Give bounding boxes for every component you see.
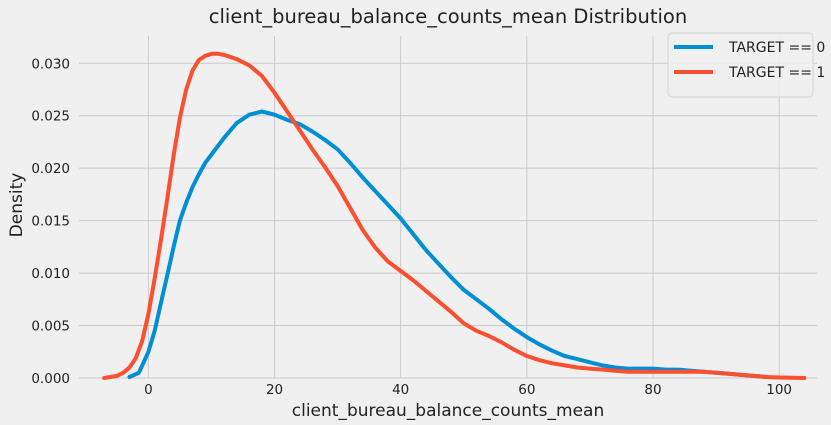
y-tick-label: 0.030 bbox=[31, 56, 70, 72]
y-tick-label: 0.015 bbox=[31, 214, 70, 230]
legend-label-0: TARGET == 0 bbox=[728, 40, 825, 56]
series-line-1 bbox=[102, 51, 807, 380]
legend: TARGET == 0 TARGET == 1 bbox=[667, 32, 825, 98]
x-tick-label: 20 bbox=[266, 382, 283, 398]
y-axis-label: Density bbox=[7, 173, 27, 238]
x-tick-label: 80 bbox=[644, 382, 661, 398]
x-tick-label: 100 bbox=[766, 382, 792, 398]
y-tick-label: 0.000 bbox=[31, 371, 70, 387]
x-axis-ticks: 0 20 40 60 80 100 bbox=[144, 382, 792, 398]
series-layer bbox=[102, 51, 807, 380]
y-tick-label: 0.025 bbox=[31, 109, 70, 125]
x-tick-label: 40 bbox=[392, 382, 409, 398]
chart-title: client_bureau_balance_counts_mean Distri… bbox=[209, 5, 687, 28]
legend-label-1: TARGET == 1 bbox=[728, 65, 825, 81]
y-tick-label: 0.010 bbox=[31, 266, 70, 282]
series-line-0 bbox=[127, 109, 769, 379]
x-tick-label: 60 bbox=[518, 382, 535, 398]
y-tick-label: 0.005 bbox=[31, 319, 70, 335]
y-tick-label: 0.020 bbox=[31, 161, 70, 177]
x-axis-label: client_bureau_balance_counts_mean bbox=[292, 401, 604, 421]
x-tick-label: 0 bbox=[144, 382, 153, 398]
y-axis-ticks: 0.000 0.005 0.010 0.015 0.020 0.025 0.030 bbox=[31, 56, 70, 387]
